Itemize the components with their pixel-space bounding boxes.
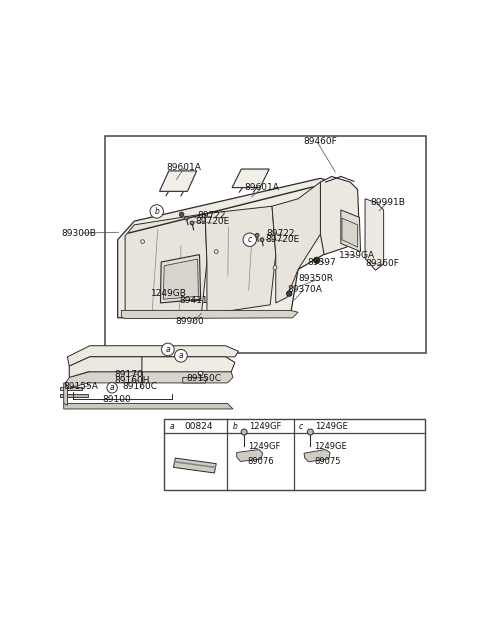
Text: 1249GE: 1249GE <box>315 422 348 431</box>
Polygon shape <box>163 259 198 299</box>
Circle shape <box>315 259 319 264</box>
Polygon shape <box>183 378 207 383</box>
Circle shape <box>273 266 277 269</box>
Text: c: c <box>299 422 303 431</box>
Polygon shape <box>304 450 330 462</box>
Text: 89900: 89900 <box>175 317 204 326</box>
Polygon shape <box>60 387 83 391</box>
Polygon shape <box>321 177 360 254</box>
Circle shape <box>307 429 313 435</box>
Text: 89411: 89411 <box>179 296 208 305</box>
Circle shape <box>175 350 187 362</box>
Circle shape <box>107 383 117 393</box>
Text: 89160H: 89160H <box>114 376 149 385</box>
Circle shape <box>243 233 256 246</box>
Polygon shape <box>365 199 384 270</box>
Text: b: b <box>154 207 159 216</box>
Polygon shape <box>232 169 269 188</box>
Polygon shape <box>67 346 239 366</box>
Polygon shape <box>142 357 235 372</box>
Text: 89075: 89075 <box>314 457 341 466</box>
Circle shape <box>314 257 320 263</box>
Circle shape <box>190 221 194 225</box>
Circle shape <box>287 291 292 296</box>
Polygon shape <box>160 254 201 303</box>
Polygon shape <box>173 458 216 473</box>
Polygon shape <box>272 182 321 303</box>
Polygon shape <box>64 404 233 409</box>
Text: 89601A: 89601A <box>166 163 201 172</box>
Circle shape <box>166 420 178 432</box>
Text: 89350R: 89350R <box>298 274 333 283</box>
Polygon shape <box>205 207 276 314</box>
Text: 1249GF: 1249GF <box>248 442 280 452</box>
Circle shape <box>198 371 203 376</box>
Text: b: b <box>232 422 237 431</box>
Circle shape <box>162 343 174 356</box>
Circle shape <box>252 238 256 242</box>
Circle shape <box>215 250 218 254</box>
Circle shape <box>141 239 144 243</box>
Text: 89460F: 89460F <box>304 137 337 146</box>
Text: 89722: 89722 <box>266 228 295 238</box>
Text: a: a <box>169 422 174 431</box>
Polygon shape <box>69 357 235 378</box>
Circle shape <box>229 420 241 432</box>
Text: a: a <box>110 383 114 392</box>
Circle shape <box>295 420 307 432</box>
Text: 89155A: 89155A <box>64 382 98 391</box>
Text: 89720E: 89720E <box>196 217 230 226</box>
Text: 00824: 00824 <box>185 422 213 431</box>
Polygon shape <box>159 171 197 192</box>
Polygon shape <box>237 450 263 462</box>
Text: 89076: 89076 <box>248 457 275 466</box>
Text: 89150C: 89150C <box>186 374 221 383</box>
Text: 89722: 89722 <box>198 211 226 220</box>
Text: 1249GF: 1249GF <box>249 422 281 431</box>
Text: 89991B: 89991B <box>371 198 406 207</box>
Text: c: c <box>248 235 252 244</box>
Text: 1249GB: 1249GB <box>151 289 187 298</box>
Text: 89300B: 89300B <box>62 228 97 238</box>
Bar <box>105 136 426 353</box>
Text: 89397: 89397 <box>307 258 336 267</box>
Polygon shape <box>121 310 298 318</box>
Text: a: a <box>166 345 170 354</box>
Text: 1339GA: 1339GA <box>339 251 375 260</box>
Polygon shape <box>118 179 354 318</box>
Text: 89170: 89170 <box>114 370 143 379</box>
Polygon shape <box>64 383 67 406</box>
Circle shape <box>260 238 264 241</box>
Circle shape <box>255 233 259 237</box>
Text: 1249GE: 1249GE <box>314 442 347 452</box>
Polygon shape <box>125 214 207 314</box>
Text: 89360F: 89360F <box>365 259 399 268</box>
Circle shape <box>241 429 247 435</box>
Polygon shape <box>60 394 88 397</box>
Text: 89100: 89100 <box>103 395 132 404</box>
Text: 89160C: 89160C <box>122 382 157 391</box>
Polygon shape <box>66 372 233 389</box>
Circle shape <box>180 212 184 216</box>
Text: 89370A: 89370A <box>287 285 322 294</box>
Polygon shape <box>69 357 142 378</box>
Text: 89720E: 89720E <box>265 235 300 244</box>
Circle shape <box>185 216 188 220</box>
Text: 89601A: 89601A <box>244 183 279 192</box>
Circle shape <box>150 205 163 218</box>
Polygon shape <box>341 210 360 252</box>
Bar <box>164 419 424 490</box>
Polygon shape <box>342 218 358 247</box>
Circle shape <box>288 292 292 296</box>
Text: a: a <box>179 351 183 360</box>
